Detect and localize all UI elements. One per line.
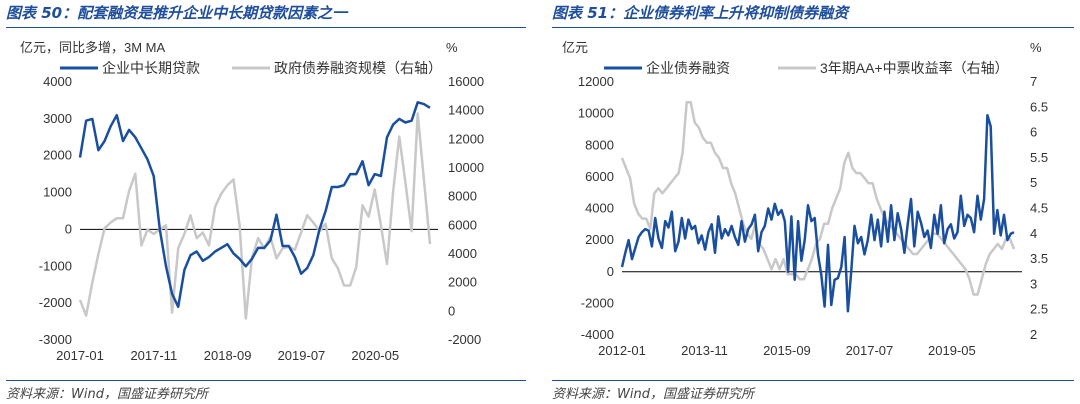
y-left-tick-label: -4000 bbox=[581, 327, 614, 342]
y-right-tick-label: 6.5 bbox=[1030, 99, 1048, 114]
y-right-tick-label: 3 bbox=[1030, 276, 1037, 291]
y-left-tick-label: 6000 bbox=[585, 169, 614, 184]
title-divider bbox=[552, 27, 1074, 28]
y-right-tick-label: 6000 bbox=[448, 217, 477, 232]
y-left-tick-label: 10000 bbox=[578, 106, 614, 121]
legend-label: 3年期AA+中票收益率（右轴） bbox=[820, 60, 1009, 76]
x-tick-label: 2017-01 bbox=[56, 348, 104, 363]
y-left-tick-label: -2000 bbox=[39, 295, 72, 310]
y-right-tick-label: 4 bbox=[1030, 226, 1037, 241]
line-chart: 亿元 % -4000 -2000 0 2000 4000 6000 8000 10000 12000… bbox=[562, 40, 1048, 358]
y-right-tick-label: 14000 bbox=[448, 103, 484, 118]
y-right-tick-label: 8000 bbox=[448, 189, 477, 204]
x-tick-label: 2015-09 bbox=[763, 343, 811, 358]
y-right-tick-label: 2000 bbox=[448, 275, 477, 290]
line-chart: 亿元，同比多增，3M MA % -3000 -2000 -1000 0 1000 2000 30… bbox=[20, 40, 484, 363]
y-right-unit-label: % bbox=[446, 40, 458, 55]
source-note: 资料来源：Wind，国盛证券研究所 bbox=[552, 387, 754, 402]
y-left-tick-label: -1000 bbox=[39, 258, 72, 273]
y-right-tick-label: 16000 bbox=[448, 74, 484, 89]
y-left-tick-label: 12000 bbox=[578, 74, 614, 89]
series-line-left bbox=[620, 113, 1015, 313]
y-right-tick-label: 10000 bbox=[448, 160, 484, 175]
y-right-tick-label: 7 bbox=[1030, 74, 1037, 89]
y-right-tick-label: 5 bbox=[1030, 175, 1037, 190]
y-right-tick-label: 3.5 bbox=[1030, 251, 1048, 266]
y-right-tick-label: 4000 bbox=[448, 246, 477, 261]
x-tick-label: 2012-01 bbox=[598, 343, 646, 358]
series-line-right bbox=[78, 112, 432, 320]
y-right-tick-label: 5.5 bbox=[1030, 150, 1048, 165]
y-right-tick-label: 0 bbox=[448, 303, 455, 318]
y-right-tick-label: 12000 bbox=[448, 131, 484, 146]
y-left-tick-label: -2000 bbox=[581, 295, 614, 310]
y-left-unit-label: 亿元 bbox=[562, 40, 588, 55]
y-left-tick-label: 8000 bbox=[585, 137, 614, 152]
legend-label: 企业债券融资 bbox=[646, 60, 730, 76]
series-line-left bbox=[78, 101, 431, 309]
y-left-tick-label: 1000 bbox=[43, 185, 72, 200]
y-right-tick-label: 2.5 bbox=[1030, 302, 1048, 317]
y-right-tick-label: -2000 bbox=[448, 332, 481, 347]
legend-label: 企业中长期贷款 bbox=[102, 60, 200, 76]
y-right-tick-label: 4.5 bbox=[1030, 201, 1048, 216]
x-tick-label: 2020-05 bbox=[351, 348, 399, 363]
y-left-tick-label: 3000 bbox=[43, 111, 72, 126]
y-left-tick-label: 0 bbox=[607, 264, 614, 279]
source-divider bbox=[552, 380, 1074, 381]
source-note: 资料来源：Wind，国盛证券研究所 bbox=[6, 387, 208, 402]
chart-title: 图表 50：配套融资是推升企业中长期贷款因素之一 bbox=[6, 4, 348, 22]
y-left-tick-label: 0 bbox=[65, 221, 72, 236]
chart-panel-right: 图表 51：企业债券利率上升将抑制债券融资 亿元% -4000 -2000 0 2000… bbox=[546, 0, 1080, 404]
source-divider bbox=[6, 380, 526, 381]
y-right-unit-label: % bbox=[1030, 40, 1042, 55]
x-tick-label: 2019-05 bbox=[928, 343, 976, 358]
y-right-tick-label: 2 bbox=[1030, 327, 1037, 342]
y-right-tick-label: 6 bbox=[1030, 125, 1037, 140]
x-tick-label: 2017-11 bbox=[130, 348, 177, 363]
series-line-right bbox=[620, 100, 1016, 296]
x-tick-label: 2013-11 bbox=[681, 343, 728, 358]
y-left-tick-label: 2000 bbox=[585, 232, 614, 247]
legend-label: 政府债券融资规模（右轴） bbox=[274, 60, 442, 76]
y-left-tick-label: 4000 bbox=[585, 201, 614, 216]
x-tick-label: 2019-07 bbox=[278, 348, 326, 363]
chart-panel-left: 图表 50：配套融资是推升企业中长期贷款因素之一 亿元，同比多增，3M MA% -… bbox=[0, 0, 532, 404]
y-left-tick-label: 4000 bbox=[43, 74, 72, 89]
x-tick-label: 2018-09 bbox=[204, 348, 252, 363]
chart-title: 图表 51：企业债券利率上升将抑制债券融资 bbox=[552, 4, 849, 22]
y-left-tick-label: -3000 bbox=[39, 332, 72, 347]
x-tick-label: 2017-07 bbox=[846, 343, 894, 358]
y-left-unit-label: 亿元，同比多增，3M MA bbox=[20, 40, 166, 55]
title-divider bbox=[6, 27, 526, 28]
y-left-tick-label: 2000 bbox=[43, 148, 72, 163]
